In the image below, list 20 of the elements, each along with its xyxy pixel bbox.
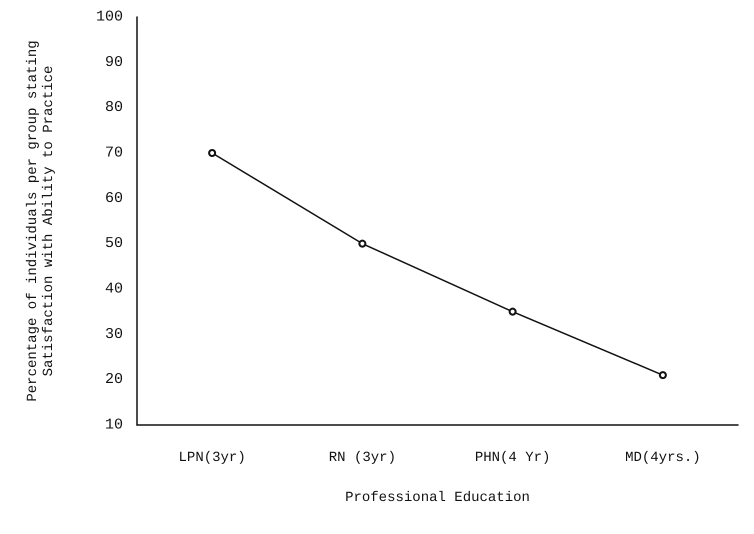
y-axis-title: Percentage of individuals per group stating Satisfaction with Ability to Practice <box>25 40 57 402</box>
y-tick-label: 50 <box>104 235 123 252</box>
y-tick-label: 70 <box>104 144 123 162</box>
x-axis-title: Professional Education <box>345 490 530 506</box>
x-tick-label: RN (3yr) <box>328 450 396 466</box>
y-tick-label: 20 <box>104 371 123 388</box>
x-tick-label: PHN(4 Yr) <box>474 450 550 466</box>
y-tick-label: 80 <box>104 99 123 116</box>
y-tick-label: 60 <box>104 190 123 207</box>
point <box>358 240 366 248</box>
point <box>208 149 216 157</box>
y-tick-label: 90 <box>104 54 123 71</box>
x-tick-label: LPN(3yr) <box>178 450 246 466</box>
y-tick-label: 100 <box>96 8 123 26</box>
point <box>508 308 517 316</box>
y-tick-label: 40 <box>104 280 123 298</box>
point <box>658 371 667 380</box>
y-tick-label: 30 <box>104 326 123 343</box>
x-tick-label: MD(4yrs.) <box>625 450 701 466</box>
y-tick-label: 10 <box>104 416 123 434</box>
